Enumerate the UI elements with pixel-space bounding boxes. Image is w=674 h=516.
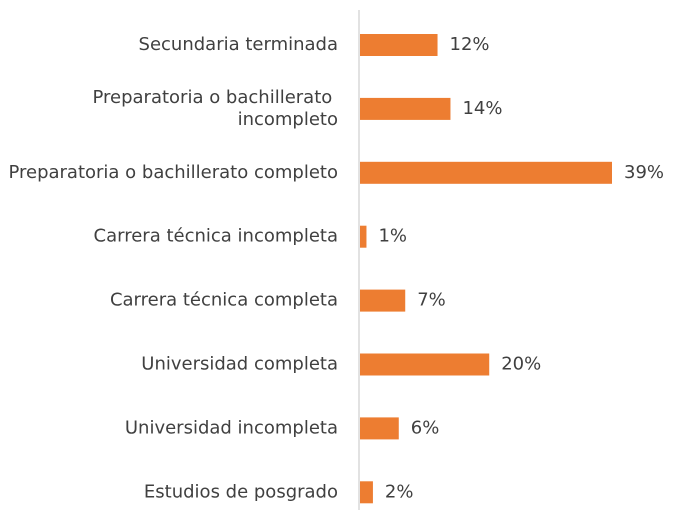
bar (360, 353, 490, 376)
value-label: 6% (411, 417, 440, 438)
value-label: 2% (385, 481, 414, 502)
value-label: 39% (624, 162, 664, 183)
bar (360, 481, 373, 504)
bar (360, 225, 367, 248)
bar (360, 97, 451, 120)
category-label: Carrera técnica incompleta (94, 226, 338, 247)
value-label: 7% (417, 290, 446, 311)
category-label: Estudios de posgrado (144, 481, 338, 502)
bar (360, 34, 438, 56)
category-label: Universidad incompleta (125, 417, 338, 438)
category-label: Secundaria terminada (139, 34, 338, 55)
value-label: 14% (462, 98, 502, 119)
value-label: 1% (378, 226, 407, 247)
bar (360, 161, 612, 184)
category-label: Preparatoria o bachillerato incompleto (92, 87, 338, 130)
category-label: Preparatoria o bachillerato completo (8, 162, 338, 183)
bar (360, 417, 399, 440)
value-label: 20% (501, 354, 541, 375)
category-label: Carrera técnica completa (110, 290, 338, 311)
bar (360, 289, 406, 312)
value-label: 12% (450, 34, 490, 55)
category-label: Universidad completa (141, 354, 338, 375)
